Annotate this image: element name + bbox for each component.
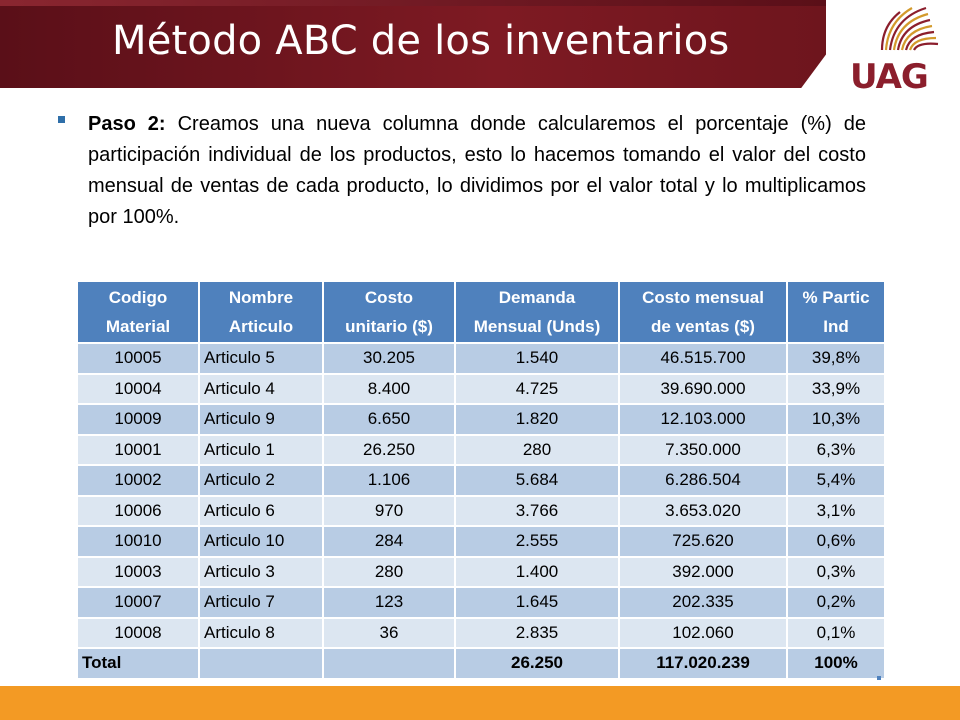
logo-text: UAG	[850, 57, 928, 92]
cell-nombre: Articulo 3	[198, 555, 324, 588]
cell-total-demanda: 26.250	[454, 647, 620, 680]
cell-demanda: 5.684	[454, 464, 620, 497]
cell-costo-mensual: 102.060	[618, 616, 788, 649]
cell-costo-unitario: 30.205	[322, 342, 456, 375]
cell-porcentaje: 0,6%	[786, 525, 886, 558]
cell-codigo: 10003	[76, 555, 200, 588]
cell-costo-unitario: 36	[322, 616, 456, 649]
cell-nombre: Articulo 1	[198, 433, 324, 466]
table-row: 10002 Articulo 2 1.106 5.684 6.286.504 5…	[76, 464, 886, 497]
cell-total-empty	[322, 647, 456, 680]
table-row: 10007 Articulo 7 123 1.645 202.335 0,2%	[76, 586, 886, 619]
cell-total-porcentaje: 100%	[786, 647, 886, 680]
cell-nombre: Articulo 9	[198, 403, 324, 436]
cell-nombre: Articulo 8	[198, 616, 324, 649]
table-row: 10010 Articulo 10 284 2.555 725.620 0,6%	[76, 525, 886, 558]
cell-costo-mensual: 39.690.000	[618, 372, 788, 405]
title-bar: Método ABC de los inventarios	[0, 0, 826, 88]
cell-codigo: 10009	[76, 403, 200, 436]
bullet-body: Creamos una nueva columna donde calcular…	[88, 113, 866, 228]
cell-nombre: Articulo 4	[198, 372, 324, 405]
uag-logo: UAG	[850, 6, 939, 92]
cell-porcentaje: 0,3%	[786, 555, 886, 588]
header-costo-unitario: Costo unitario ($)	[322, 280, 456, 344]
cell-porcentaje: 33,9%	[786, 372, 886, 405]
cell-porcentaje: 6,3%	[786, 433, 886, 466]
cell-costo-unitario: 1.106	[322, 464, 456, 497]
cell-costo-unitario: 123	[322, 586, 456, 619]
abc-table-container: Codigo Material Nombre Articulo Costo unita…	[76, 280, 886, 680]
header-demanda-mensual: Demanda Mensual (Unds)	[454, 280, 620, 344]
cell-total-label: Total	[76, 647, 200, 680]
cell-costo-mensual: 7.350.000	[618, 433, 788, 466]
cell-costo-unitario: 280	[322, 555, 456, 588]
cell-costo-mensual: 725.620	[618, 525, 788, 558]
cell-costo-unitario: 6.650	[322, 403, 456, 436]
cell-codigo: 10004	[76, 372, 200, 405]
logo-arcs	[880, 6, 939, 51]
table-row: 10005 Articulo 5 30.205 1.540 46.515.700…	[76, 342, 886, 375]
cell-demanda: 280	[454, 433, 620, 466]
cell-costo-mensual: 392.000	[618, 555, 788, 588]
cell-demanda: 2.555	[454, 525, 620, 558]
cell-nombre: Articulo 7	[198, 586, 324, 619]
cell-codigo: 10010	[76, 525, 200, 558]
cell-nombre: Articulo 5	[198, 342, 324, 375]
cell-porcentaje: 39,8%	[786, 342, 886, 375]
table-row: 10008 Articulo 8 36 2.835 102.060 0,1%	[76, 616, 886, 649]
square-bullet-icon	[58, 116, 65, 123]
cell-costo-mensual: 3.653.020	[618, 494, 788, 527]
header-nombre-articulo: Nombre Articulo	[198, 280, 324, 344]
cell-costo-mensual: 6.286.504	[618, 464, 788, 497]
cell-nombre: Articulo 2	[198, 464, 324, 497]
cell-costo-mensual: 46.515.700	[618, 342, 788, 375]
cell-costo-unitario: 26.250	[322, 433, 456, 466]
header-codigo-material: Codigo Material	[76, 280, 200, 344]
cell-demanda: 1.820	[454, 403, 620, 436]
cell-total-empty	[198, 647, 324, 680]
cell-codigo: 10002	[76, 464, 200, 497]
cell-porcentaje: 10,3%	[786, 403, 886, 436]
table-row: 10006 Articulo 6 970 3.766 3.653.020 3,1…	[76, 494, 886, 527]
cell-costo-mensual: 12.103.000	[618, 403, 788, 436]
cell-codigo: 10006	[76, 494, 200, 527]
table-header-row: Codigo Material Nombre Articulo Costo unita…	[76, 280, 886, 344]
table-row: 10004 Articulo 4 8.400 4.725 39.690.000 …	[76, 372, 886, 405]
bottom-accent-bar	[0, 686, 960, 720]
cell-demanda: 1.540	[454, 342, 620, 375]
cell-porcentaje: 0,2%	[786, 586, 886, 619]
cell-porcentaje: 5,4%	[786, 464, 886, 497]
cell-demanda: 4.725	[454, 372, 620, 405]
cell-codigo: 10001	[76, 433, 200, 466]
header-costo-mensual-ventas: Costo mensual de ventas ($)	[618, 280, 788, 344]
cell-demanda: 1.645	[454, 586, 620, 619]
cell-demanda: 3.766	[454, 494, 620, 527]
cell-costo-unitario: 8.400	[322, 372, 456, 405]
table-total-row: Total 26.250 117.020.239 100%	[76, 647, 886, 680]
cell-total-costo-mensual: 117.020.239	[618, 647, 788, 680]
cell-nombre: Articulo 10	[198, 525, 324, 558]
table-row: 10001 Articulo 1 26.250 280 7.350.000 6,…	[76, 433, 886, 466]
cell-porcentaje: 3,1%	[786, 494, 886, 527]
cell-porcentaje: 0,1%	[786, 616, 886, 649]
cell-codigo: 10007	[76, 586, 200, 619]
table-row: 10003 Articulo 3 280 1.400 392.000 0,3%	[76, 555, 886, 588]
abc-inventory-table: Codigo Material Nombre Articulo Costo unita…	[76, 280, 886, 680]
cell-nombre: Articulo 6	[198, 494, 324, 527]
cell-costo-unitario: 970	[322, 494, 456, 527]
cell-codigo: 10005	[76, 342, 200, 375]
cell-demanda: 2.835	[454, 616, 620, 649]
bullet-label: Paso 2:	[88, 113, 166, 135]
table-resize-handle	[877, 676, 881, 680]
header-porcentaje-participacion: % Partic Ind	[786, 280, 886, 344]
slide-title: Método ABC de los inventarios	[112, 18, 730, 64]
cell-costo-mensual: 202.335	[618, 586, 788, 619]
bullet-paragraph: Paso 2: Creamos una nueva columna donde …	[58, 109, 866, 233]
table-row: 10009 Articulo 9 6.650 1.820 12.103.000 …	[76, 403, 886, 436]
cell-codigo: 10008	[76, 616, 200, 649]
cell-costo-unitario: 284	[322, 525, 456, 558]
cell-demanda: 1.400	[454, 555, 620, 588]
